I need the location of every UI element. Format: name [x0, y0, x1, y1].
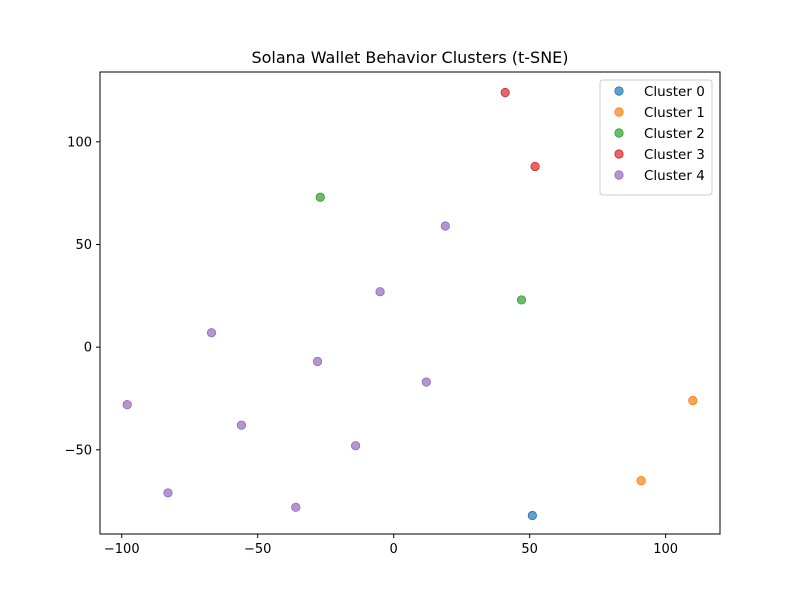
x-tick-label: 0	[390, 542, 398, 557]
data-point-cluster-4	[236, 420, 247, 430]
data-point-cluster-4	[375, 287, 385, 297]
y-tick-label: 0	[84, 341, 92, 356]
x-tick-label: −50	[244, 542, 271, 557]
data-point-cluster-1	[688, 395, 698, 406]
y-axis: −50 0 50 100	[65, 135, 100, 458]
data-point-cluster-3	[530, 161, 540, 172]
legend-marker	[614, 107, 624, 117]
data-point-cluster-4	[351, 441, 361, 451]
y-tick-label: −50	[65, 443, 92, 458]
plot-frame	[99, 71, 721, 535]
data-point-cluster-3	[500, 87, 510, 98]
y-tick-label: 100	[67, 135, 92, 150]
data-point-cluster-4	[291, 502, 301, 512]
data-point-cluster-2	[315, 192, 325, 202]
data-point-cluster-0	[527, 510, 537, 521]
legend-label: Cluster 3	[644, 147, 705, 163]
data-point-cluster-2	[516, 295, 527, 305]
data-point-cluster-4	[440, 221, 450, 231]
legend-marker	[614, 86, 624, 96]
y-tick-label: 50	[75, 238, 92, 253]
x-axis: −100 −50 0 50 100	[104, 534, 678, 557]
chart-title: Solana Wallet Behavior Clusters (t-SNE)	[251, 48, 568, 67]
data-point-cluster-4	[122, 400, 132, 410]
legend-label: Cluster 0	[644, 84, 705, 100]
legend-marker	[614, 128, 624, 138]
legend: Cluster 0 Cluster 1 Cluster 2 Cluster 3 Clus…	[599, 79, 713, 196]
data-point-cluster-4	[163, 488, 173, 498]
plot-marks	[122, 87, 698, 521]
x-tick-label: 50	[521, 542, 538, 557]
legend-label: Cluster 1	[644, 105, 705, 121]
legend-label: Cluster 2	[644, 126, 705, 142]
data-point-cluster-4	[312, 356, 323, 367]
x-tick-label: 100	[653, 542, 678, 557]
data-point-cluster-4	[421, 377, 431, 387]
data-point-cluster-1	[636, 476, 646, 486]
legend-marker	[614, 149, 624, 159]
legend-label: Cluster 4	[644, 168, 705, 184]
data-point-cluster-4	[206, 328, 217, 338]
legend-marker	[614, 170, 624, 180]
x-tick-label: −100	[104, 542, 140, 557]
legend-box	[599, 79, 713, 196]
